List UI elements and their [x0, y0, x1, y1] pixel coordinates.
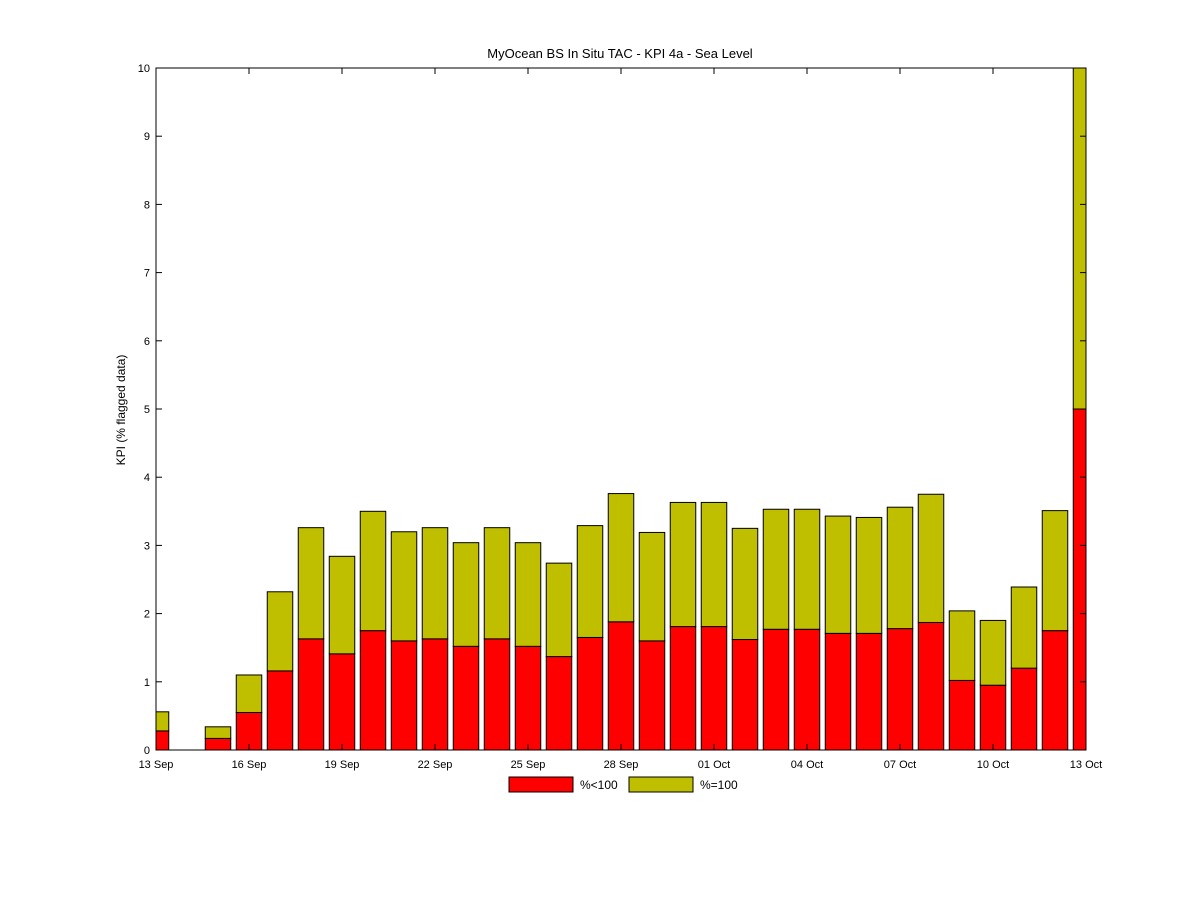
- bar-lt100-29: [1041, 630, 1069, 751]
- y-tick-label-8: 8: [144, 199, 150, 211]
- bar-eq100-4: [266, 591, 294, 672]
- bar-eq100-8: [390, 531, 418, 642]
- bar-lt100-21: [793, 628, 821, 751]
- x-tick-label-7: 04 Oct: [791, 759, 823, 771]
- x-axis-ticks: 13 Sep 16 Sep 19 Sep 22 Sep 25 Sep 28 Sep 01 O…: [139, 68, 1102, 771]
- x-tick-label-9: 10 Oct: [977, 759, 1009, 771]
- x-tick-label-1: 16 Sep: [232, 759, 267, 771]
- bar-lt100-25: [917, 621, 945, 751]
- bar-lt100-13: [545, 656, 573, 751]
- x-tick-label-2: 19 Sep: [325, 759, 360, 771]
- bar-lt100-4: [266, 670, 294, 751]
- legend-label-pct-eq-100: %=100: [700, 778, 738, 792]
- bar-lt100-8: [390, 640, 418, 751]
- bar-lt100-12: [514, 645, 542, 751]
- bar-eq100-21: [793, 508, 821, 630]
- bar-lt100-20: [762, 628, 790, 751]
- y-tick-label-2: 2: [144, 609, 150, 621]
- bar-lt100-28: [1010, 667, 1038, 751]
- legend-swatch-pct-lt-100: [508, 776, 574, 793]
- y-tick-label-1: 1: [144, 677, 150, 689]
- legend-label-pct-lt-100: %<100: [580, 778, 618, 792]
- x-tick-label-8: 07 Oct: [884, 759, 916, 771]
- bar-eq100-3: [235, 674, 263, 713]
- x-tick-label-5: 28 Sep: [604, 759, 639, 771]
- bar-eq100-17: [669, 501, 697, 628]
- bar-lt100-27: [979, 684, 1007, 751]
- legend-swatch-pct-eq-100: [628, 776, 694, 793]
- bar-eq100-2: [204, 726, 232, 739]
- bar-eq100-7: [359, 510, 387, 632]
- y-tick-label-3: 3: [144, 540, 150, 552]
- bar-eq100-6: [328, 555, 356, 655]
- x-tick-label-10: 13 Oct: [1070, 759, 1102, 771]
- y-tick-label-9: 9: [144, 131, 150, 143]
- x-tick-label-3: 22 Sep: [418, 759, 453, 771]
- bar-eq100-27: [979, 619, 1007, 686]
- bar-lt100-30: [1072, 408, 1087, 751]
- bar-lt100-6: [328, 653, 356, 751]
- bar-lt100-22: [824, 632, 852, 751]
- y-tick-label-5: 5: [144, 404, 150, 416]
- y-tick-label-10: 10: [138, 63, 150, 75]
- x-tick-label-0: 13 Sep: [139, 759, 174, 771]
- bar-eq100-30: [1072, 67, 1087, 410]
- bar-eq100-24: [886, 506, 914, 630]
- bar-lt100-10: [452, 645, 480, 751]
- bar-lt100-24: [886, 628, 914, 751]
- y-tick-label-4: 4: [144, 472, 150, 484]
- bars-group: [155, 67, 1087, 751]
- bar-eq100-19: [731, 527, 759, 641]
- bar-lt100-18: [700, 626, 728, 751]
- bar-lt100-19: [731, 639, 759, 751]
- y-tick-label-6: 6: [144, 336, 150, 348]
- bar-eq100-13: [545, 562, 573, 658]
- bar-eq100-11: [483, 527, 511, 640]
- y-tick-label-7: 7: [144, 268, 150, 280]
- bar-lt100-11: [483, 638, 511, 751]
- bar-eq100-0: [155, 711, 170, 732]
- bar-eq100-5: [297, 527, 325, 640]
- bar-lt100-23: [855, 632, 883, 751]
- bar-lt100-2: [204, 737, 232, 751]
- y-axis-label: KPI (% flagged data): [114, 355, 128, 466]
- bar-eq100-14: [576, 525, 604, 638]
- legend: %<100 %=100: [508, 776, 738, 793]
- bar-lt100-15: [607, 621, 635, 751]
- bar-eq100-12: [514, 542, 542, 647]
- bar-eq100-15: [607, 493, 635, 623]
- y-axis-ticks: 0 1 2 3 4 5 6 7 8 9 10: [138, 63, 1086, 757]
- bar-eq100-20: [762, 508, 790, 630]
- bar-lt100-7: [359, 630, 387, 751]
- bar-eq100-9: [421, 527, 449, 640]
- bar-lt100-17: [669, 626, 697, 751]
- bar-lt100-14: [576, 636, 604, 751]
- bar-eq100-22: [824, 515, 852, 634]
- bar-lt100-5: [297, 638, 325, 751]
- bar-lt100-26: [948, 679, 976, 751]
- y-tick-label-0: 0: [144, 745, 150, 757]
- bar-eq100-18: [700, 501, 728, 628]
- bar-lt100-0: [155, 730, 170, 751]
- x-tick-label-6: 01 Oct: [698, 759, 730, 771]
- bar-eq100-23: [855, 516, 883, 634]
- bar-lt100-16: [638, 640, 666, 751]
- bar-eq100-28: [1010, 586, 1038, 669]
- chart-title: MyOcean BS In Situ TAC - KPI 4a - Sea Le…: [487, 46, 753, 61]
- bar-lt100-9: [421, 638, 449, 751]
- x-tick-label-4: 25 Sep: [511, 759, 546, 771]
- bar-eq100-16: [638, 531, 666, 642]
- bar-eq100-29: [1041, 510, 1069, 632]
- bar-eq100-26: [948, 610, 976, 681]
- bar-eq100-10: [452, 542, 480, 647]
- bar-eq100-25: [917, 493, 945, 623]
